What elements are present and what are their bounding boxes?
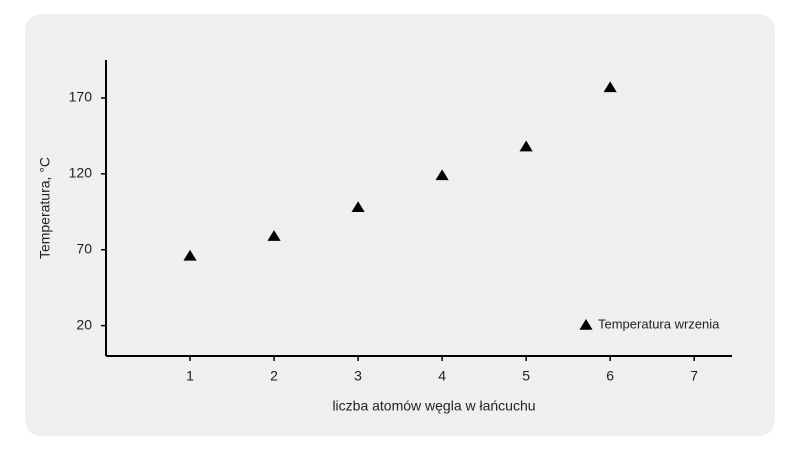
x-tick-label: 7 xyxy=(690,368,698,384)
x-tick-label: 4 xyxy=(438,368,446,384)
point xyxy=(603,81,617,93)
y-tick-label: 20 xyxy=(76,316,92,332)
point xyxy=(519,140,533,152)
y-tick-label: 70 xyxy=(76,240,92,256)
legend-label: Temperatura wrzenia xyxy=(598,316,720,331)
point xyxy=(267,230,281,241)
x-tick-label: 3 xyxy=(354,368,362,384)
y-axis-label: Temperatura, °C xyxy=(37,157,53,259)
x-tick-label: 1 xyxy=(186,368,194,384)
x-tick-label: 6 xyxy=(606,368,614,384)
point xyxy=(351,201,365,213)
x-tick-label: 5 xyxy=(522,368,530,384)
x-axis-label: liczba atomów węgla w łańcuchu xyxy=(332,398,535,414)
x-tick-label: 2 xyxy=(270,368,278,384)
point xyxy=(183,249,197,261)
y-tick-label: 170 xyxy=(69,89,93,105)
card xyxy=(25,14,775,436)
legend-marker xyxy=(579,319,593,330)
y-tick-label: 120 xyxy=(69,165,93,181)
point xyxy=(435,169,449,181)
